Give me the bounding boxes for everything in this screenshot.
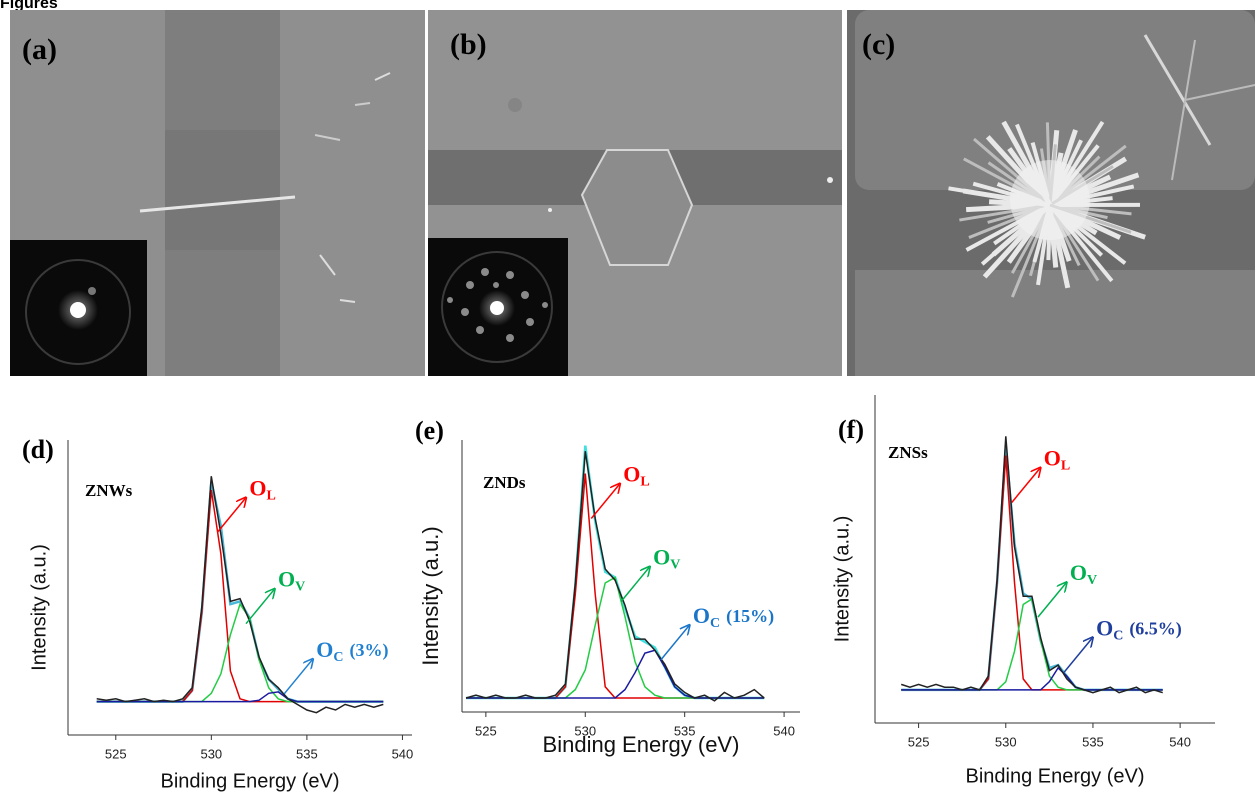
annotation-main: O (1096, 615, 1113, 640)
xps-chart: 525 530 535 540 Binding Energy (eV) Intensity… (831, 395, 1215, 787)
annotation-main: O (249, 475, 266, 500)
annotation-main: O (278, 567, 295, 592)
x-axis-label: Binding Energy (eV) (966, 765, 1145, 787)
annotation-sub: C (333, 650, 343, 665)
annotation: OL (249, 475, 275, 503)
urchin-core (1010, 160, 1090, 240)
annotation-main: O (1070, 560, 1087, 585)
annotation: OC (6.5%) (1096, 615, 1182, 643)
panel-label: (c) (862, 28, 895, 61)
xps-curve (466, 474, 764, 698)
annotation-main: O (693, 603, 710, 628)
xps-curve (466, 577, 764, 698)
panel-label: (d) (22, 435, 54, 464)
panel-label: (b) (450, 28, 487, 61)
annotation-note: (6.5%) (1129, 618, 1182, 639)
x-tick-label: 540 (392, 746, 414, 761)
xps-curve (97, 482, 384, 702)
y-axis-label: Intensity (a.u.) (831, 516, 853, 643)
annotation: OL (1044, 446, 1070, 474)
xps-curve (97, 490, 384, 701)
sample-label: ZNDs (483, 473, 526, 492)
sample-label: ZNWs (85, 481, 133, 500)
xps-curve (901, 599, 1162, 690)
annotation-sub: L (640, 475, 649, 490)
sem-image-b (428, 10, 842, 376)
x-tick-label: 530 (200, 746, 222, 761)
annotation: OC (15%) (693, 603, 774, 631)
annotation-sub: C (710, 616, 720, 631)
annotation: OV (653, 545, 680, 573)
x-tick-label: 525 (105, 746, 127, 761)
annotation-arrow (1064, 638, 1092, 672)
x-tick-label: 535 (1082, 734, 1104, 749)
annotation: OV (1070, 560, 1097, 588)
annotation-main: O (1044, 446, 1061, 471)
annotation-sub: V (670, 558, 680, 573)
x-tick-label: 540 (1169, 734, 1191, 749)
annotation-arrow (591, 485, 619, 519)
x-tick-label: 525 (908, 734, 930, 749)
annotation: OL (623, 462, 649, 490)
annotation-main: O (623, 462, 640, 487)
annotation-main: O (653, 545, 670, 570)
panel-label: (f) (838, 415, 864, 444)
annotation-arrow (661, 626, 689, 660)
annotation-note: (15%) (726, 606, 774, 627)
annotation-arrow (1038, 583, 1066, 617)
annotation-sub: V (295, 580, 305, 595)
xps-curve (901, 436, 1162, 692)
panel-label: (e) (415, 416, 444, 445)
annotation: OV (278, 567, 305, 595)
xps-chart: 525 530 535 540 Binding Energy (eV) Intensity… (22, 435, 413, 792)
annotation-arrow (284, 660, 312, 694)
x-axis-label: Binding Energy (eV) (161, 770, 340, 792)
annotation-arrow (217, 498, 245, 532)
annotation-arrow (621, 568, 649, 602)
annotation-main: O (316, 637, 333, 662)
annotation-note: (3%) (349, 640, 388, 661)
annotation-sub: L (266, 489, 275, 504)
annotation-sub: V (1087, 573, 1097, 588)
sem-image-a (10, 10, 425, 376)
y-axis-label: Intensity (a.u.) (418, 526, 443, 665)
x-tick-label: 530 (995, 734, 1017, 749)
x-tick-label: 540 (773, 723, 795, 738)
annotation: OC (3%) (316, 637, 388, 665)
y-axis-label: Intensity (a.u.) (28, 544, 50, 671)
sample-label: ZNSs (888, 443, 928, 462)
figure: Figures (a) (b) (0, 0, 1255, 794)
x-tick-label: 525 (475, 723, 497, 738)
xps-curve (97, 476, 384, 713)
xps-curve (901, 447, 1162, 690)
x-tick-label: 535 (296, 746, 318, 761)
annotation-sub: L (1061, 459, 1070, 474)
sem-image-c (847, 10, 1255, 376)
xps-curve (466, 650, 764, 698)
annotation-arrow (1012, 468, 1040, 502)
x-axis-label: Binding Energy (eV) (543, 732, 740, 757)
xps-curve (901, 456, 1162, 690)
panel-label: (a) (22, 33, 57, 66)
annotation-sub: C (1113, 629, 1123, 644)
annotation-arrow (246, 590, 274, 624)
